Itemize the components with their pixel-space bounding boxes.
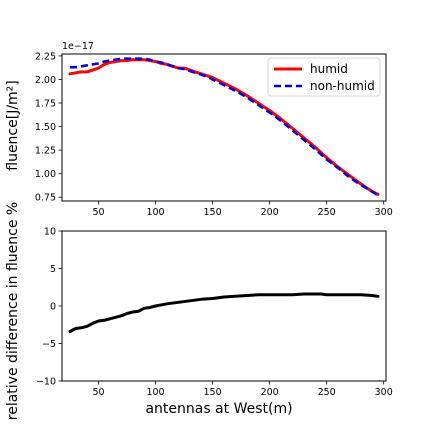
- difference-plot-frame: [61, 230, 387, 382]
- x-tick-label: 50: [92, 207, 104, 218]
- y-tick-label: 0: [50, 302, 56, 313]
- non-humid-series-line: [70, 57, 379, 197]
- x-tick-label: 50: [92, 387, 104, 398]
- relative-difference-series-line: [68, 292, 380, 333]
- y-tick-label: 2.25: [35, 51, 56, 62]
- y-tick-label: 1.00: [35, 169, 56, 180]
- x-tick-label: 250: [318, 387, 336, 398]
- x-tick-label: 300: [375, 387, 393, 398]
- y-tick-label: 10: [44, 227, 56, 238]
- difference-y-axis-label: relative difference in fluence %: [5, 202, 21, 420]
- y-tick-label: 5: [50, 264, 56, 275]
- relative-difference-panel: 50 100 150 200 250 300 −10 −5 0 5 10 relative diff…: [5, 202, 393, 420]
- x-tick-label: 150: [204, 207, 222, 218]
- fluence-panel: 50 100 150 200 250 300 0.75 1.00 1.25 1.50 1.75 2.0…: [5, 41, 393, 218]
- y-tick-label: −10: [36, 377, 56, 388]
- x-tick-label: 100: [146, 387, 164, 398]
- y-tick-label: 1.75: [35, 99, 56, 110]
- x-tick-label: 200: [261, 207, 279, 218]
- y-tick-label: 1.25: [35, 146, 56, 157]
- y-tick-label: 1.50: [35, 122, 56, 133]
- fluence-offset-label: 1e−17: [62, 41, 94, 52]
- legend-label-non-humid: non-humid: [310, 79, 375, 93]
- x-tick-label: 300: [375, 207, 393, 218]
- fluence-y-axis-label: fluence[J/m²]: [5, 80, 21, 171]
- y-tick-label: 0.75: [35, 193, 56, 204]
- legend-label-humid: humid: [310, 62, 348, 76]
- difference-series-group: [68, 292, 380, 333]
- x-tick-label: 100: [146, 207, 164, 218]
- x-tick-label: 250: [318, 207, 336, 218]
- difference-ticks-group: 50 100 150 200 250 300 −10 −5 0 5 10: [36, 227, 393, 399]
- fluence-plot-frame: [61, 53, 387, 202]
- fluence-series-group: [68, 57, 380, 197]
- fluence-legend: humid non-humid: [267, 57, 381, 97]
- x-tick-label: 200: [261, 387, 279, 398]
- x-axis-label: antennas at West(m): [145, 401, 292, 417]
- y-tick-label: 2.00: [35, 75, 56, 86]
- fluence-ticks-group: 50 100 150 200 250 300 0.75 1.00 1.25 1.50 1.75 2.0…: [35, 51, 393, 218]
- x-tick-label: 150: [204, 387, 222, 398]
- y-tick-label: −5: [42, 339, 56, 350]
